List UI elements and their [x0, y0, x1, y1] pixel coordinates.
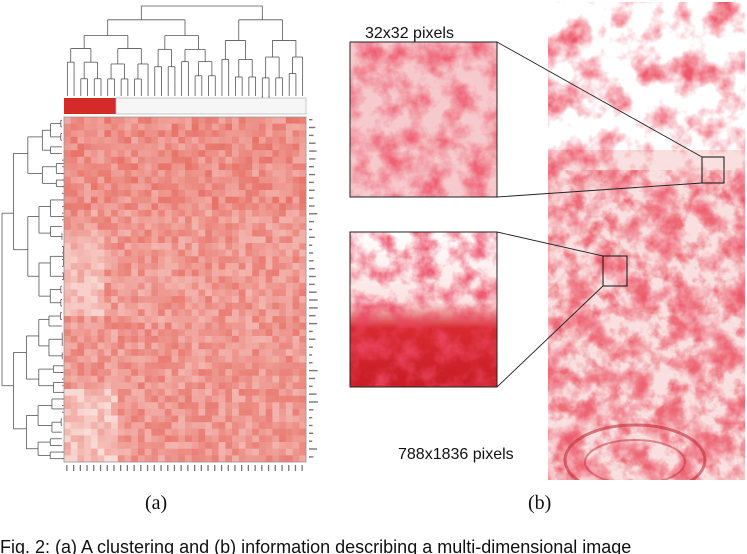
left-dendrogram-icon — [1, 119, 71, 460]
heatmap-figure — [1, 5, 318, 471]
row-labels — [309, 119, 318, 458]
column-labels — [66, 465, 303, 471]
source-box-top — [701, 156, 725, 184]
patch-bottom-image — [350, 232, 497, 387]
tissue-panel: 32x32 pixels 788x1836 pixels — [335, 0, 747, 480]
patch-bottom-frame — [349, 231, 498, 388]
tissue-figure: 32x32 pixels 788x1836 pixels — [349, 2, 745, 480]
subfigure-label-b: (b) — [528, 492, 552, 514]
patch-size-label: 32x32 pixels — [365, 25, 454, 42]
patch-top-frame — [349, 41, 498, 198]
subfigure-label-a: (a) — [145, 492, 168, 514]
heatmap-panel — [0, 0, 320, 480]
patch-top-image — [350, 42, 497, 197]
group-bar-red — [64, 98, 116, 114]
image-size-label: 788x1836 pixels — [398, 446, 514, 463]
heatmap-grid — [63, 116, 307, 463]
figure-caption: Fig. 2: (a) A clustering and (b) informa… — [0, 537, 632, 554]
tissue-image — [548, 2, 745, 480]
top-dendrogram-icon — [66, 5, 304, 100]
source-box-bottom — [602, 255, 628, 287]
group-bar-light — [115, 97, 307, 115]
zoom-connectors — [496, 41, 703, 388]
